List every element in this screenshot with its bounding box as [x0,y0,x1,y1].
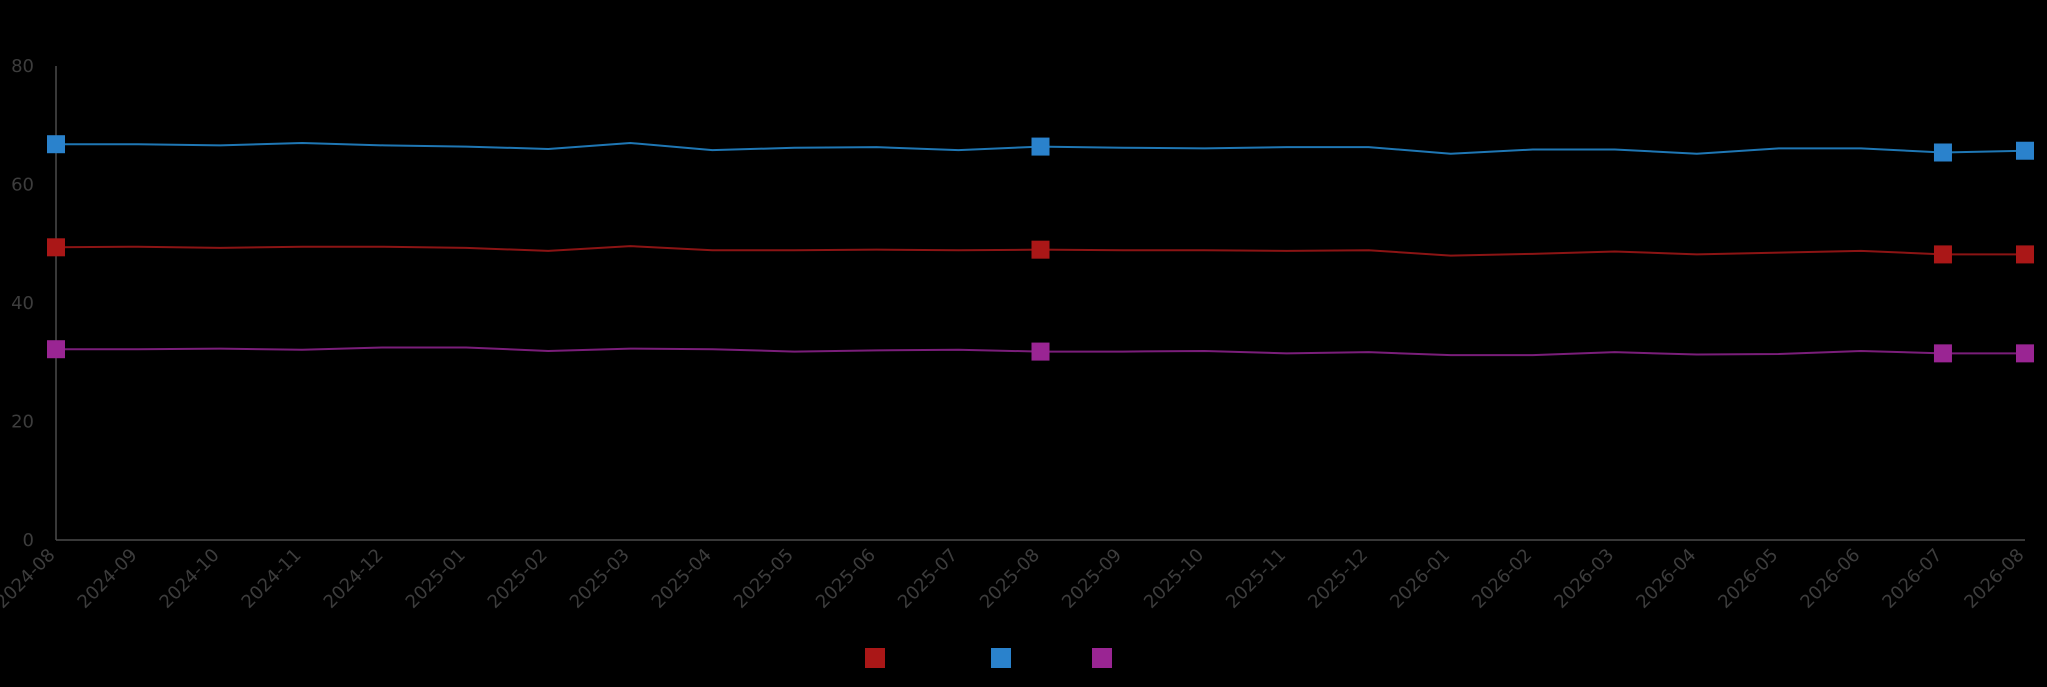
data-point-marker [1933,245,1952,264]
x-tick-label: 2026-01 [1386,545,1454,613]
series-group [47,135,2034,363]
x-tick-label: 2025-04 [648,545,716,613]
data-point-marker [1031,342,1050,361]
data-point-marker [47,340,65,359]
x-tick-label: 2024-08 [0,545,60,613]
x-tick-label: 2025-03 [566,545,634,613]
y-tick-label: 60 [11,175,34,196]
data-point-marker [2016,344,2034,363]
x-tick-label: 2025-09 [1058,545,1126,613]
data-point-marker [2016,141,2034,160]
data-point-marker [2016,245,2034,264]
data-point-marker [1933,344,1952,363]
legend-swatch [865,648,885,668]
y-tick-label: 80 [11,56,34,77]
x-tick-label: 2024-11 [238,545,306,613]
x-tick-label: 2025-12 [1304,545,1372,613]
x-tick-label: 2025-07 [894,545,962,613]
x-tick-label: 2025-10 [1140,545,1208,613]
x-tick-label: 2026-08 [1960,545,2028,613]
x-tick-label: 2024-12 [320,545,388,613]
legend-swatch [991,648,1011,668]
x-tick-label: 2025-01 [402,545,470,613]
x-axis-ticks: 2024-08 2024-09 2024-10 2024-11 2024-12 2025-… [0,545,2029,613]
series-1 [47,135,2034,162]
x-tick-label: 2025-11 [1222,545,1290,613]
x-tick-label: 2026-06 [1796,545,1864,613]
y-axis-ticks: 0 20 40 60 80 [11,56,34,551]
x-tick-label: 2026-02 [1468,545,1536,613]
data-point-marker [47,238,65,257]
x-tick-label: 2026-05 [1714,545,1782,613]
x-tick-label: 2026-04 [1632,545,1700,613]
legend-swatch [1092,648,1112,668]
x-tick-label: 2026-03 [1550,545,1618,613]
x-tick-label: 2025-06 [812,545,880,613]
y-tick-label: 20 [11,412,34,433]
data-point-marker [1933,143,1952,162]
y-tick-label: 0 [23,530,34,551]
data-point-marker [47,135,65,154]
x-tick-label: 2024-09 [74,545,142,613]
series-3 [47,340,2034,363]
data-point-marker [1031,240,1050,259]
x-tick-label: 2026-07 [1878,545,1946,613]
x-tick-label: 2025-05 [730,545,798,613]
series-2 [47,238,2034,264]
axes [55,66,2025,541]
data-point-marker [1031,137,1050,156]
x-tick-label: 2025-08 [976,545,1044,613]
y-tick-label: 40 [11,293,34,314]
legend [865,648,1112,668]
x-tick-label: 2024-10 [156,545,224,613]
x-tick-label: 2025-02 [484,545,552,613]
